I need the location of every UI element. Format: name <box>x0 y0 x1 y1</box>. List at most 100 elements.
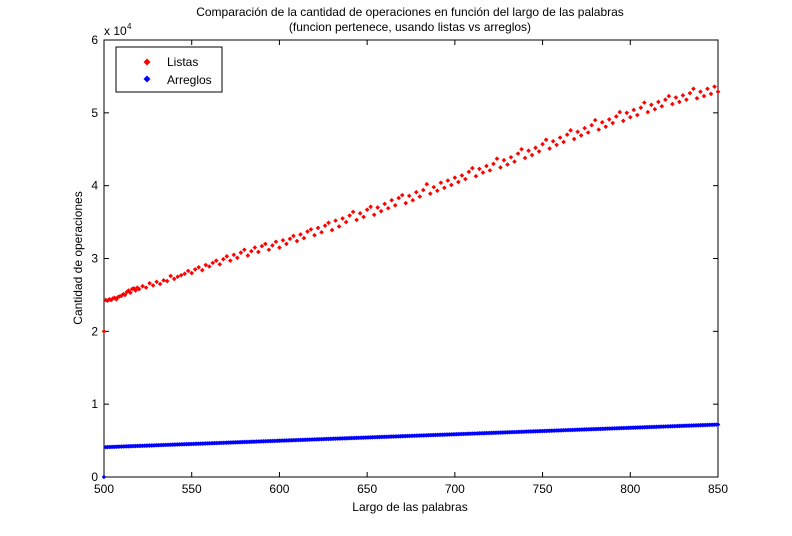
point-listas <box>656 99 661 105</box>
point-listas <box>224 254 230 259</box>
point-listas <box>308 227 314 232</box>
point-listas <box>305 229 310 234</box>
point-listas <box>459 173 465 178</box>
point-listas <box>473 173 479 179</box>
y-tick-label: 5 <box>91 106 98 120</box>
point-listas <box>350 209 356 215</box>
point-listas <box>484 163 489 169</box>
point-listas <box>280 237 286 243</box>
point-listas <box>508 154 514 160</box>
x-tick-label: 550 <box>182 482 202 496</box>
point-listas <box>182 271 187 277</box>
point-listas <box>687 90 693 96</box>
point-listas <box>596 127 602 132</box>
point-listas <box>652 106 658 112</box>
point-listas <box>273 239 279 245</box>
point-listas <box>161 278 166 283</box>
point-listas <box>112 295 117 301</box>
point-listas <box>431 184 437 190</box>
point-listas <box>371 212 377 218</box>
point-listas <box>417 194 423 199</box>
y-exponent-base: x 10 <box>104 24 127 38</box>
point-listas <box>231 252 237 258</box>
point-listas <box>128 290 133 296</box>
point-listas <box>529 152 535 158</box>
point-listas <box>712 84 717 89</box>
point-listas <box>140 283 145 289</box>
y-tick-label: 3 <box>91 252 98 266</box>
x-axis-label: Largo de las palabras <box>352 500 467 514</box>
point-listas <box>659 103 665 109</box>
x-axis-ticks: 500 550 600 650 700 750 800 850 <box>94 40 728 496</box>
point-listas <box>245 253 251 258</box>
legend-label-listas: Listas <box>167 55 198 69</box>
point-listas <box>143 285 149 290</box>
point-listas <box>157 281 163 287</box>
y-axis-label: Cantidad de operaciones <box>71 191 85 324</box>
point-listas <box>543 137 549 143</box>
point-listas <box>256 249 261 255</box>
y-tick-label: 1 <box>91 397 98 411</box>
point-listas <box>526 148 531 154</box>
point-listas <box>498 165 503 170</box>
point-listas <box>701 93 707 99</box>
point-listas <box>312 232 317 238</box>
point-listas <box>270 243 275 248</box>
point-listas <box>168 273 173 279</box>
point-listas <box>610 120 616 126</box>
point-listas <box>343 219 349 225</box>
point-listas <box>106 296 112 302</box>
point-listas <box>235 255 240 261</box>
point-listas <box>649 102 654 108</box>
point-listas <box>666 93 672 99</box>
y-tick-label: 2 <box>91 324 98 338</box>
point-listas <box>487 168 493 173</box>
point-listas <box>287 236 293 242</box>
point-listas <box>505 162 510 167</box>
point-listas <box>638 105 644 111</box>
legend: Listas Arreglos <box>115 46 223 93</box>
point-listas <box>228 258 233 263</box>
chart-title: Comparación de la cantidad de operacione… <box>196 5 624 19</box>
legend-marker-arreglos <box>143 75 151 83</box>
point-listas <box>301 235 307 241</box>
point-listas <box>480 170 486 175</box>
point-listas <box>399 192 405 198</box>
point-listas <box>368 204 373 210</box>
point-listas <box>361 214 366 220</box>
point-listas <box>575 129 580 135</box>
point-listas <box>522 155 528 161</box>
point-arreglos <box>715 422 721 427</box>
point-listas <box>599 120 605 125</box>
y-exponent-power: 4 <box>127 22 132 31</box>
point-listas <box>550 138 556 144</box>
legend-box <box>115 46 223 93</box>
point-listas <box>406 193 412 199</box>
x-tick-label: 600 <box>269 482 289 496</box>
point-listas <box>715 89 721 95</box>
point-listas <box>203 262 209 268</box>
point-listas <box>122 292 128 298</box>
point-listas <box>494 156 500 162</box>
series-layer <box>101 84 721 480</box>
point-listas <box>491 161 496 167</box>
point-listas <box>154 279 159 285</box>
point-listas <box>238 250 244 255</box>
point-listas <box>547 146 552 151</box>
point-listas <box>150 283 156 288</box>
point-listas <box>420 187 426 193</box>
point-listas <box>470 165 475 171</box>
point-listas <box>385 205 391 211</box>
point-listas <box>322 223 328 229</box>
point-listas <box>624 110 630 116</box>
point-listas <box>249 248 254 254</box>
point-listas <box>515 151 521 156</box>
point-listas <box>136 286 142 292</box>
point-listas <box>217 262 223 267</box>
point-listas <box>326 220 331 226</box>
point-listas <box>631 107 637 113</box>
point-listas <box>336 224 342 229</box>
point-listas <box>424 181 430 187</box>
point-listas <box>620 118 626 124</box>
